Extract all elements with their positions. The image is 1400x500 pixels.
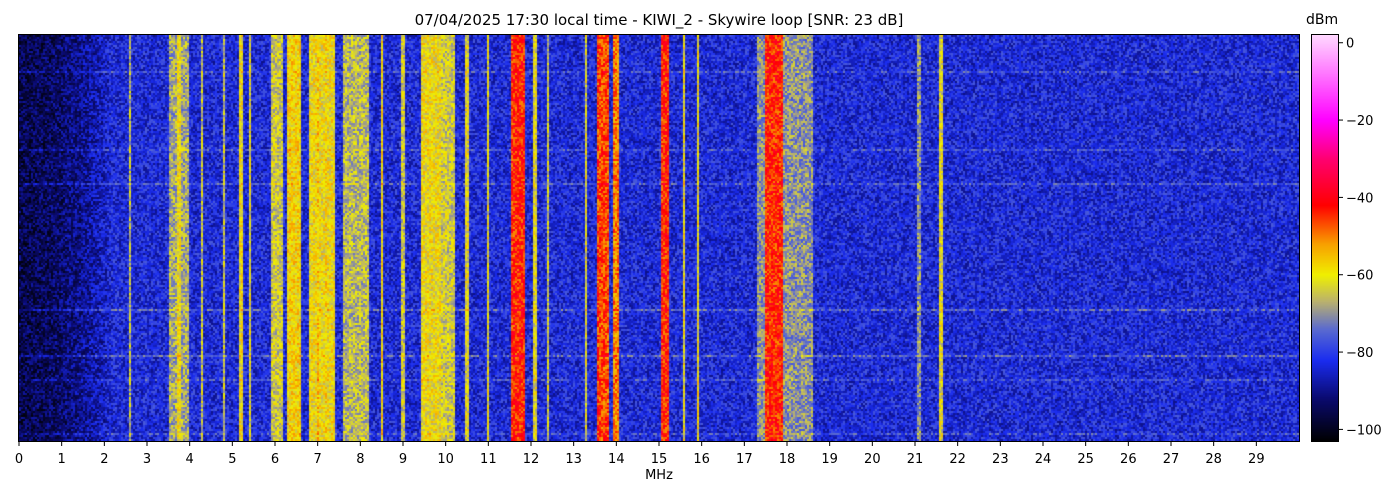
x-tick-label: 21 — [907, 452, 924, 467]
x-tick-label: 20 — [864, 452, 881, 467]
x-tick-label: 23 — [992, 452, 1009, 467]
x-tick-label: 28 — [1205, 452, 1222, 467]
x-tick-label: 10 — [437, 452, 454, 467]
x-tick-label: 19 — [821, 452, 838, 467]
x-axis-label: MHz — [645, 468, 673, 483]
x-tick-label: 7 — [314, 452, 322, 467]
waterfall-heatmap — [19, 35, 1299, 441]
x-tick-label: 26 — [1120, 452, 1137, 467]
x-tick-label: 11 — [480, 452, 497, 467]
colorbar-tick-label: −40 — [1346, 191, 1373, 206]
colorbar-label: dBm — [1306, 12, 1339, 28]
x-tick-label: 14 — [608, 452, 625, 467]
colorbar-gradient — [1312, 35, 1338, 441]
colorbar-tick-label: −60 — [1346, 269, 1373, 284]
colorbar-tick-label: −20 — [1346, 114, 1373, 129]
x-axis-ticks: 0 1 2 3 4 5 6 7 8 9 10 11 12 13 14 15 16 17 18 19 20 21 22 23 24… — [15, 442, 1265, 467]
x-tick-label: 15 — [651, 452, 668, 467]
x-tick-label: 18 — [779, 452, 796, 467]
x-tick-label: 13 — [565, 452, 582, 467]
chart-title: 07/04/2025 17:30 local time - KIWI_2 - S… — [414, 11, 904, 29]
x-tick-label: 17 — [736, 452, 753, 467]
x-tick-label: 22 — [949, 452, 966, 467]
colorbar-ticks: 0 −20 −40 −60 −80 −100 — [1339, 37, 1382, 438]
x-tick-label: 9 — [399, 452, 407, 467]
x-tick-label: 27 — [1163, 452, 1180, 467]
x-tick-label: 2 — [100, 452, 108, 467]
colorbar-tick-label: 0 — [1346, 37, 1354, 52]
x-tick-label: 3 — [143, 452, 151, 467]
colorbar-tick-label: −100 — [1346, 423, 1382, 438]
x-tick-label: 8 — [356, 452, 364, 467]
colorbar-tick-label: −80 — [1346, 346, 1373, 361]
x-tick-label: 12 — [523, 452, 540, 467]
x-tick-label: 0 — [15, 452, 23, 467]
x-tick-label: 24 — [1035, 452, 1052, 467]
x-tick-label: 4 — [186, 452, 194, 467]
x-tick-label: 29 — [1248, 452, 1265, 467]
x-tick-label: 16 — [693, 452, 710, 467]
x-tick-label: 1 — [58, 452, 66, 467]
x-tick-label: 25 — [1077, 452, 1094, 467]
x-tick-label: 5 — [228, 452, 236, 467]
x-tick-label: 6 — [271, 452, 279, 467]
